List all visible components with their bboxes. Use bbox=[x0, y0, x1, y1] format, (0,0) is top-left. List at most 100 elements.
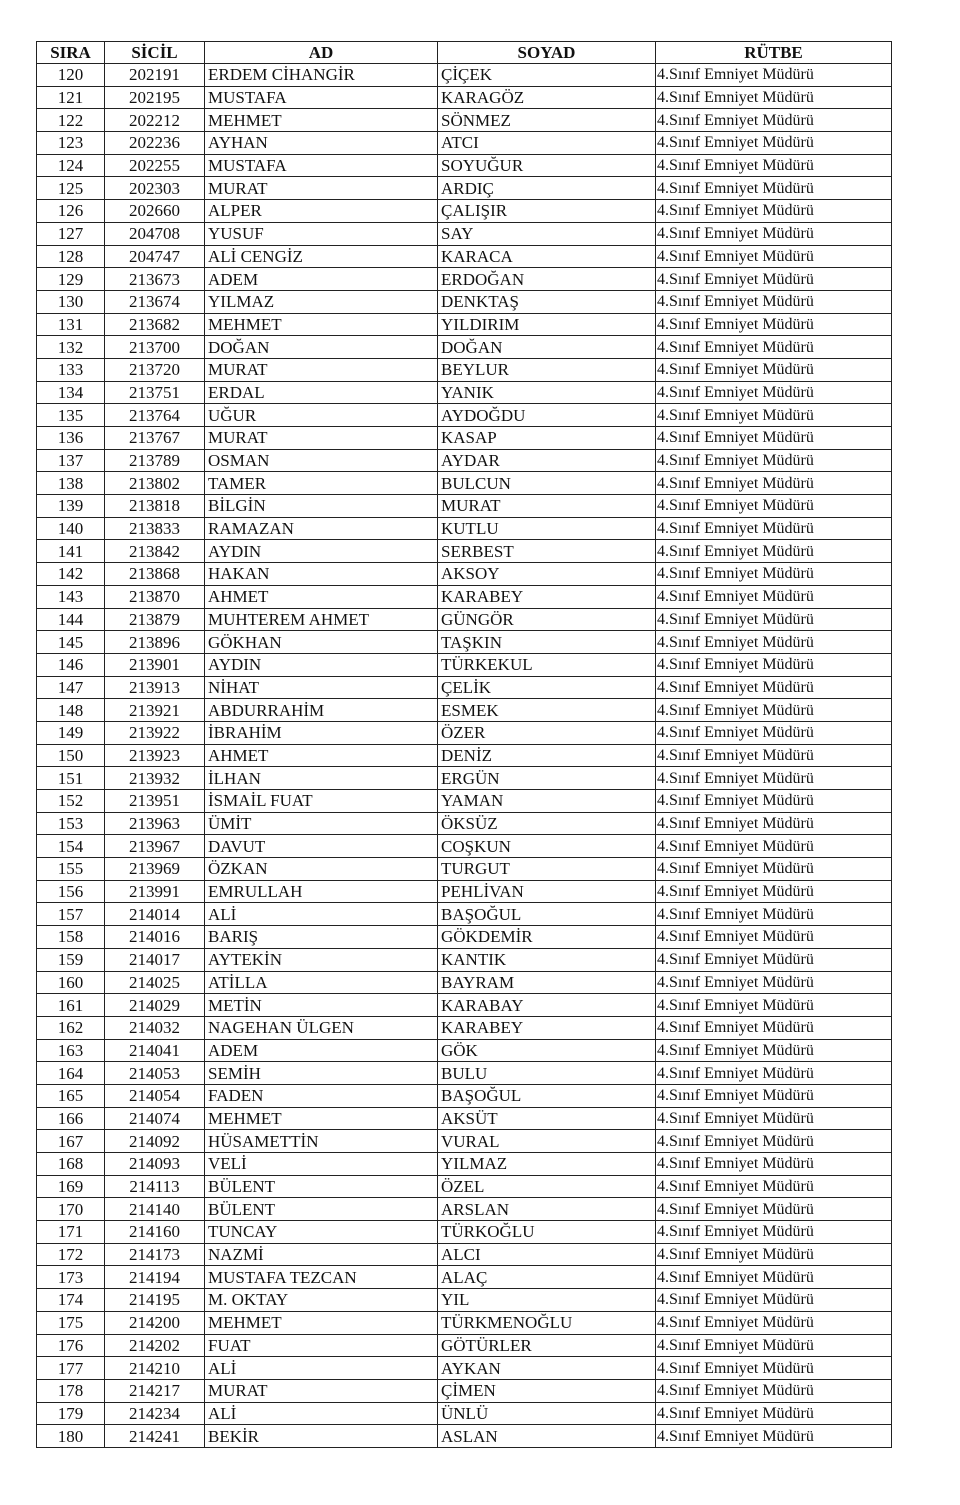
cell-rutbe: 4.Sınıf Emniyet Müdürü bbox=[655, 584, 892, 609]
header-ad: AD bbox=[204, 41, 438, 64]
cell-sira: 176 bbox=[36, 1333, 105, 1358]
cell-ad: TUNCAY bbox=[204, 1220, 438, 1244]
table-row: 130 213674 YILMAZ DENKTAŞ 4.Sınıf Emniyet Mü… bbox=[36, 289, 892, 314]
cell-sira: 127 bbox=[36, 221, 105, 246]
cell-ad: MUSTAFA TEZCAN bbox=[204, 1265, 438, 1290]
cell-soyad: KARABEY bbox=[437, 1015, 656, 1040]
cell-sicil: 214113 bbox=[104, 1174, 205, 1199]
table-row: 160 214025 ATİLLA BAYRAM 4.Sınıf Emniyet Müd… bbox=[36, 970, 892, 995]
cell-rutbe: 4.Sınıf Emniyet Müdürü bbox=[655, 131, 892, 155]
cell-soyad: BAYRAM bbox=[437, 970, 656, 995]
cell-soyad: ASLAN bbox=[437, 1424, 656, 1448]
cell-ad: DOĞAN bbox=[204, 335, 438, 359]
cell-ad: MURAT bbox=[204, 426, 438, 450]
cell-sira: 140 bbox=[36, 516, 105, 541]
cell-ad: BÜLENT bbox=[204, 1197, 438, 1222]
cell-sicil: 213967 bbox=[104, 834, 205, 859]
cell-sicil: 213896 bbox=[104, 630, 205, 654]
cell-sira: 123 bbox=[36, 131, 105, 155]
cell-sira: 136 bbox=[36, 426, 105, 450]
table-row: 161 214029 METİN KARABAY 4.Sınıf Emniyet Müd… bbox=[36, 993, 892, 1017]
cell-sicil: 213673 bbox=[104, 267, 205, 291]
cell-soyad: YANIK bbox=[437, 380, 656, 405]
cell-sira: 143 bbox=[36, 584, 105, 609]
cell-ad: MURAT bbox=[204, 176, 438, 201]
cell-sira: 155 bbox=[36, 857, 105, 881]
table-row: 121 202195 MUSTAFA KARAGÖZ 4.Sınıf Emniyet M… bbox=[36, 85, 892, 110]
cell-ad: ALİ CENGİZ bbox=[204, 244, 438, 269]
cell-rutbe: 4.Sınıf Emniyet Müdürü bbox=[655, 743, 892, 768]
table-row: 136 213767 MURAT KASAP 4.Sınıf Emniyet Müdür… bbox=[36, 426, 892, 450]
cell-soyad: YAMAN bbox=[437, 789, 656, 813]
cell-sira: 126 bbox=[36, 199, 105, 223]
cell-ad: ADEM bbox=[204, 1038, 438, 1063]
table-row: 155 213969 ÖZKAN TURGUT 4.Sınıf Emniyet Müdü… bbox=[36, 857, 892, 881]
cell-sira: 172 bbox=[36, 1242, 105, 1267]
cell-rutbe: 4.Sınıf Emniyet Müdürü bbox=[655, 357, 892, 382]
cell-ad: AYDIN bbox=[204, 652, 438, 677]
cell-rutbe: 4.Sınıf Emniyet Müdürü bbox=[655, 516, 892, 541]
cell-ad: İSMAİL FUAT bbox=[204, 789, 438, 813]
cell-soyad: TÜRKMENOĞLU bbox=[437, 1310, 656, 1335]
cell-sicil: 214074 bbox=[104, 1106, 205, 1131]
table-row: 135 213764 UĞUR AYDOĞDU 4.Sınıf Emniyet Müdü… bbox=[36, 403, 892, 427]
cell-ad: BÜLENT bbox=[204, 1174, 438, 1199]
cell-ad: ÖZKAN bbox=[204, 857, 438, 881]
cell-rutbe: 4.Sınıf Emniyet Müdürü bbox=[655, 199, 892, 223]
cell-sicil: 213923 bbox=[104, 743, 205, 768]
cell-ad: AHMET bbox=[204, 743, 438, 768]
table-row: 145 213896 GÖKHAN TAŞKIN 4.Sınıf Emniyet Müd… bbox=[36, 630, 892, 654]
cell-sicil: 214194 bbox=[104, 1265, 205, 1290]
cell-soyad: TAŞKIN bbox=[437, 630, 656, 654]
cell-soyad: ÖZEL bbox=[437, 1174, 656, 1199]
table-row: 120 202191 ERDEM CİHANGİR ÇİÇEK 4.Sınıf Emni… bbox=[36, 63, 892, 87]
cell-soyad: DENİZ bbox=[437, 743, 656, 768]
cell-rutbe: 4.Sınıf Emniyet Müdürü bbox=[655, 675, 892, 700]
table-row: 132 213700 DOĞAN DOĞAN 4.Sınıf Emniyet Müdür… bbox=[36, 335, 892, 359]
cell-soyad: MURAT bbox=[437, 494, 656, 518]
cell-sicil: 213700 bbox=[104, 335, 205, 359]
cell-ad: NİHAT bbox=[204, 675, 438, 700]
cell-ad: İLHAN bbox=[204, 766, 438, 790]
cell-rutbe: 4.Sınıf Emniyet Müdürü bbox=[655, 1424, 892, 1448]
cell-sira: 128 bbox=[36, 244, 105, 269]
cell-sicil: 213879 bbox=[104, 607, 205, 632]
cell-sicil: 214241 bbox=[104, 1424, 205, 1448]
cell-soyad: ÖKSÜZ bbox=[437, 811, 656, 836]
cell-rutbe: 4.Sınıf Emniyet Müdürü bbox=[655, 789, 892, 813]
cell-ad: YUSUF bbox=[204, 221, 438, 246]
cell-soyad: AKSOY bbox=[437, 562, 656, 586]
cell-rutbe: 4.Sınıf Emniyet Müdürü bbox=[655, 85, 892, 110]
cell-rutbe: 4.Sınıf Emniyet Müdürü bbox=[655, 176, 892, 201]
cell-sira: 120 bbox=[36, 63, 105, 87]
cell-sicil: 202255 bbox=[104, 153, 205, 178]
table-row: 170 214140 BÜLENT ARSLAN 4.Sınıf Emniyet Müd… bbox=[36, 1197, 892, 1222]
cell-soyad: AYDAR bbox=[437, 448, 656, 473]
cell-ad: M. OKTAY bbox=[204, 1288, 438, 1312]
cell-soyad: KARACA bbox=[437, 244, 656, 269]
cell-ad: VELİ bbox=[204, 1152, 438, 1176]
table-row: 177 214210 ALİ AYKAN 4.Sınıf Emniyet Müdürü bbox=[36, 1356, 892, 1380]
cell-sira: 163 bbox=[36, 1038, 105, 1063]
cell-sira: 157 bbox=[36, 902, 105, 927]
cell-sicil: 214053 bbox=[104, 1061, 205, 1085]
cell-rutbe: 4.Sınıf Emniyet Müdürü bbox=[655, 834, 892, 859]
table-row: 144 213879 MUHTEREM AHMET GÜNGÖR 4.Sınıf Emn… bbox=[36, 607, 892, 632]
cell-sira: 162 bbox=[36, 1015, 105, 1040]
table-row: 149 213922 İBRAHİM ÖZER 4.Sınıf Emniyet Müdü… bbox=[36, 720, 892, 745]
table-row: 151 213932 İLHAN ERGÜN 4.Sınıf Emniyet Müdür… bbox=[36, 766, 892, 790]
cell-sira: 166 bbox=[36, 1106, 105, 1131]
cell-ad: FUAT bbox=[204, 1333, 438, 1358]
table-row: 147 213913 NİHAT ÇELİK 4.Sınıf Emniyet Müdür… bbox=[36, 675, 892, 700]
cell-sicil: 202195 bbox=[104, 85, 205, 110]
cell-sira: 170 bbox=[36, 1197, 105, 1222]
table-header-row: SIRA SİCİL AD SOYAD RÜTBE bbox=[36, 41, 892, 64]
cell-ad: OSMAN bbox=[204, 448, 438, 473]
cell-ad: ALPER bbox=[204, 199, 438, 223]
table-row: 122 202212 MEHMET SÖNMEZ 4.Sınıf Emniyet Müd… bbox=[36, 108, 892, 133]
cell-rutbe: 4.Sınıf Emniyet Müdürü bbox=[655, 1333, 892, 1358]
cell-rutbe: 4.Sınıf Emniyet Müdürü bbox=[655, 426, 892, 450]
table-row: 138 213802 TAMER BULCUN 4.Sınıf Emniyet Müdü… bbox=[36, 471, 892, 496]
table-row: 176 214202 FUAT GÖTÜRLER 4.Sınıf Emniyet Müd… bbox=[36, 1333, 892, 1358]
cell-sicil: 214217 bbox=[104, 1378, 205, 1403]
